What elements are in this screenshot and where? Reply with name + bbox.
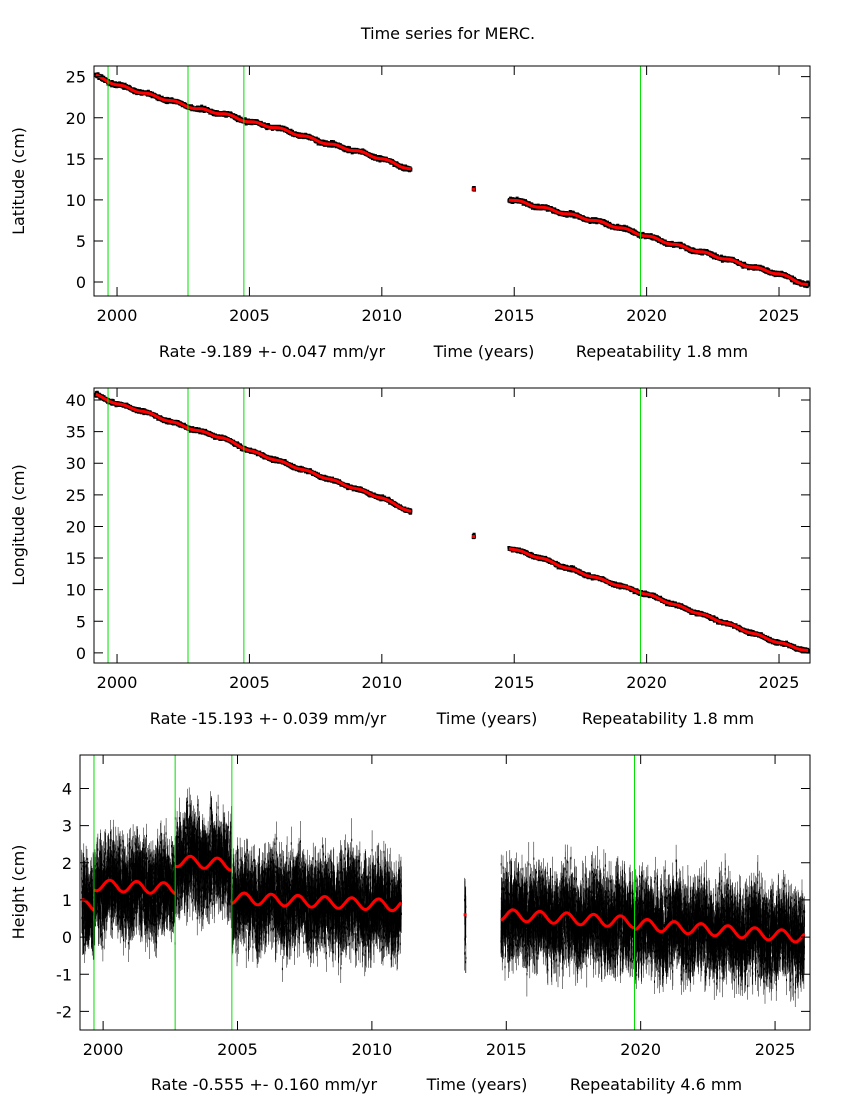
y-tick-label: 1 — [62, 891, 72, 910]
y-tick-label: 30 — [66, 454, 86, 473]
x-tick-label: 2025 — [759, 673, 800, 692]
x-tick-label: 2015 — [494, 306, 535, 325]
y-tick-label: 0 — [62, 928, 72, 947]
model-fit-line — [500, 908, 635, 930]
data-points — [94, 72, 810, 289]
latitude-panel: Latitude (cm) Rate -9.189 +- 0.047 mm/yr… — [9, 65, 811, 361]
longitude-panel: Longitude (cm) Rate -15.193 +- 0.039 mm/… — [9, 387, 811, 728]
y-tick-label: 25 — [66, 68, 86, 87]
repeatability-label: Repeatability 1.8 mm — [582, 709, 754, 728]
model-fit-line — [93, 878, 176, 896]
x-tick-label: 2010 — [352, 1040, 393, 1059]
repeatability-label: Repeatability 1.8 mm — [576, 342, 748, 361]
x-tick-label: 2010 — [361, 306, 402, 325]
y-tick-label: 5 — [76, 612, 86, 631]
model-fit-line — [231, 891, 403, 913]
rate-label: Rate -0.555 +- 0.160 mm/yr — [151, 1075, 378, 1094]
model-fit-line — [508, 547, 809, 652]
y-tick-label: -1 — [56, 965, 72, 984]
repeatability-label: Repeatability 4.6 mm — [570, 1075, 742, 1094]
x-tick-label: 2015 — [494, 673, 535, 692]
y-tick-label: 15 — [66, 549, 86, 568]
x-tick-label: 2025 — [755, 1040, 796, 1059]
x-tick-label: 2010 — [361, 673, 402, 692]
model-fit-line — [95, 73, 412, 171]
plot-frame — [93, 65, 811, 297]
height-panel: Height (cm) Rate -0.555 +- 0.160 mm/yr T… — [9, 754, 811, 1094]
figure-title: Time series for MERC. — [360, 24, 535, 43]
y-tick-label: 0 — [76, 644, 86, 663]
y-tick-label: 3 — [62, 817, 72, 836]
rate-label: Rate -15.193 +- 0.039 mm/yr — [150, 709, 387, 728]
plot-area — [94, 390, 810, 654]
plot-area — [81, 787, 806, 1007]
y-tick-label: 25 — [66, 486, 86, 505]
x-tick-label: 2000 — [83, 1040, 124, 1059]
x-tick-label: 2020 — [620, 1040, 661, 1059]
rate-label: Rate -9.189 +- 0.047 mm/yr — [159, 342, 386, 361]
xlabel: Time (years) — [426, 1075, 528, 1094]
x-tick-label: 2005 — [217, 1040, 258, 1059]
x-tick-label: 2020 — [626, 673, 667, 692]
model-fit-line — [634, 918, 806, 944]
y-tick-label: 0 — [76, 273, 86, 292]
y-tick-label: 35 — [66, 423, 86, 442]
y-tick-label: 10 — [66, 581, 86, 600]
plot-area — [94, 72, 810, 289]
xlabel: Time (years) — [433, 342, 535, 361]
ylabel: Height (cm) — [9, 845, 28, 940]
model-fit-line — [508, 198, 809, 287]
y-tick-label: 5 — [76, 232, 86, 251]
x-tick-label: 2005 — [229, 673, 270, 692]
y-tick-label: 10 — [66, 191, 86, 210]
x-tick-label: 2005 — [229, 306, 270, 325]
x-tick-label: 2015 — [486, 1040, 527, 1059]
x-tick-label: 2000 — [97, 306, 138, 325]
y-tick-label: 20 — [66, 109, 86, 128]
y-tick-label: -2 — [56, 1002, 72, 1021]
plot-frame — [93, 387, 811, 664]
x-tick-label: 2020 — [626, 306, 667, 325]
y-tick-label: 15 — [66, 150, 86, 169]
y-tick-label: 4 — [62, 779, 72, 798]
y-tick-label: 40 — [66, 391, 86, 410]
model-fit-line — [174, 854, 232, 872]
y-tick-label: 20 — [66, 517, 86, 536]
plot-frame — [79, 754, 811, 1031]
y-tick-label: 2 — [62, 854, 72, 873]
x-tick-label: 2025 — [759, 306, 800, 325]
x-tick-label: 2000 — [97, 673, 138, 692]
xlabel: Time (years) — [436, 709, 538, 728]
ylabel: Longitude (cm) — [9, 464, 28, 586]
ylabel: Latitude (cm) — [9, 127, 28, 235]
model-fit-line — [95, 392, 412, 513]
